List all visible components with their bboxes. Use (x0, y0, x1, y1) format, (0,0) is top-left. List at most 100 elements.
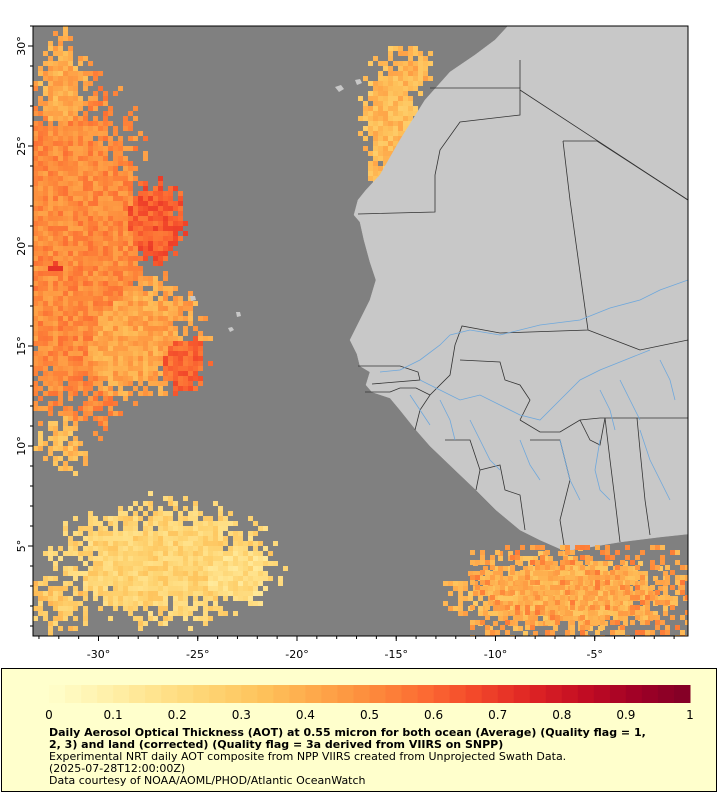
aot-pixel (63, 196, 68, 201)
aot-pixel (43, 106, 48, 111)
aot-pixel (58, 626, 63, 631)
aot-pixel (503, 596, 508, 601)
aot-pixel (63, 356, 68, 361)
aot-pixel (138, 291, 143, 296)
aot-pixel (163, 321, 168, 326)
aot-pixel (133, 146, 138, 151)
aot-pixel (38, 296, 43, 301)
aot-pixel (403, 126, 408, 131)
aot-pixel (163, 226, 168, 231)
aot-pixel (108, 296, 113, 301)
aot-pixel (58, 381, 63, 386)
aot-pixel (108, 521, 113, 526)
aot-pixel (595, 630, 600, 635)
aot-pixel (58, 241, 63, 246)
aot-pixel (490, 555, 495, 560)
aot-pixel (483, 591, 488, 596)
aot-pixel (605, 585, 610, 590)
aot-pixel (128, 591, 133, 596)
aot-pixel (108, 211, 113, 216)
aot-pixel (108, 346, 113, 351)
aot-pixel (628, 571, 633, 576)
aot-pixel (73, 326, 78, 331)
aot-pixel (113, 131, 118, 136)
aot-pixel (483, 601, 488, 606)
aot-pixel (128, 391, 133, 396)
aot-pixel (98, 331, 103, 336)
aot-pixel (598, 596, 603, 601)
aot-pixel (508, 581, 513, 586)
aot-pixel (133, 351, 138, 356)
aot-pixel (93, 416, 98, 421)
aot-pixel (73, 571, 78, 576)
aot-pixel (163, 366, 168, 371)
aot-pixel (43, 371, 48, 376)
aot-pixel (480, 580, 485, 585)
aot-pixel (128, 596, 133, 601)
aot-pixel (53, 601, 58, 606)
aot-pixel (670, 550, 675, 555)
aot-pixel (168, 376, 173, 381)
aot-pixel (163, 536, 168, 541)
aot-pixel (53, 326, 58, 331)
aot-pixel (143, 366, 148, 371)
aot-pixel (163, 341, 168, 346)
aot-pixel (33, 281, 38, 286)
colorbar: 0 0.1 0.2 0.3 0.4 0.5 0.6 0.7 0.8 0.9 1 (45, 685, 694, 722)
aot-pixel (533, 586, 538, 591)
aot-pixel (373, 56, 378, 61)
aot-pixel (368, 116, 373, 121)
aot-pixel (43, 406, 48, 411)
aot-pixel (68, 341, 73, 346)
aot-pixel (480, 570, 485, 575)
aot-pixel (63, 436, 68, 441)
aot-pixel (623, 571, 628, 576)
aot-pixel (68, 101, 73, 106)
aot-pixel (33, 106, 38, 111)
aot-pixel (533, 601, 538, 606)
aot-pixel (555, 615, 560, 620)
aot-pixel (198, 586, 203, 591)
aot-pixel (43, 551, 48, 556)
aot-pixel (573, 601, 578, 606)
colorbar-swatch (321, 685, 338, 703)
aot-pixel (495, 630, 500, 635)
aot-pixel (378, 81, 383, 86)
aot-pixel (118, 266, 123, 271)
aot-pixel (48, 281, 53, 286)
aot-pixel (560, 595, 565, 600)
aot-pixel (128, 136, 133, 141)
aot-pixel (93, 106, 98, 111)
aot-pixel (603, 571, 608, 576)
aot-pixel (665, 625, 670, 630)
aot-pixel (88, 246, 93, 251)
aot-pixel (138, 391, 143, 396)
aot-pixel (53, 281, 58, 286)
aot-pixel (168, 311, 173, 316)
aot-pixel (163, 346, 168, 351)
aot-pixel (68, 391, 73, 396)
aot-pixel (118, 591, 123, 596)
aot-pixel (53, 591, 58, 596)
aot-pixel (515, 555, 520, 560)
aot-pixel (38, 66, 43, 71)
aot-pixel (163, 361, 168, 366)
aot-pixel (408, 66, 413, 71)
aot-pixel (113, 546, 118, 551)
aot-pixel (680, 565, 685, 570)
aot-pixel (103, 256, 108, 261)
aot-pixel (48, 426, 53, 431)
aot-pixel (53, 96, 58, 101)
aot-pixel (53, 31, 58, 36)
aot-pixel (63, 461, 68, 466)
aot-pixel (558, 591, 563, 596)
aot-pixel (528, 576, 533, 581)
aot-pixel (183, 371, 188, 376)
aot-pixel (143, 186, 148, 191)
colorbar-swatch (97, 685, 114, 703)
aot-pixel (83, 111, 88, 116)
aot-pixel (148, 366, 153, 371)
aot-pixel (43, 211, 48, 216)
aot-pixel (98, 346, 103, 351)
aot-pixel (148, 601, 153, 606)
